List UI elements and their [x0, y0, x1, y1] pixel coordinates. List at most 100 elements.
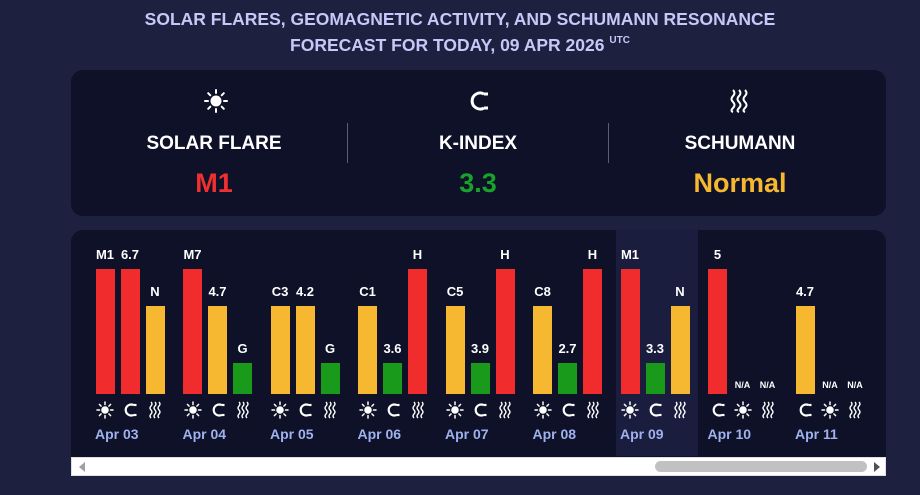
day-date-label: Apr 05 [270, 426, 314, 442]
scroll-left-icon[interactable] [76, 460, 90, 474]
schumann-bar[interactable] [233, 363, 252, 394]
kindex-bar[interactable] [470, 363, 490, 394]
waves-icon [236, 401, 249, 419]
title-line-1: SOLAR FLARES, GEOMAGNETIC ACTIVITY, AND … [144, 9, 776, 29]
magnet-icon [712, 403, 724, 417]
kindex-bar[interactable] [295, 306, 315, 394]
solar-flare-label: SOLAR FLARE [146, 133, 282, 154]
sun-icon [96, 401, 114, 419]
kindex-bar-label: 5 [713, 247, 722, 262]
solar-bar[interactable] [533, 306, 552, 394]
solar-bar[interactable] [445, 306, 465, 394]
solar-bar[interactable] [95, 269, 115, 394]
day-date-label: Apr 03 [95, 426, 139, 442]
sun-icon [733, 401, 752, 419]
sun-icon [204, 89, 228, 113]
solar-bar[interactable] [183, 269, 202, 394]
kindex-label: K-INDEX [438, 133, 518, 154]
schumann-value: Normal [693, 168, 787, 198]
magnet-icon [649, 403, 662, 417]
scroll-right-icon[interactable] [869, 460, 883, 474]
summary-schumann: SCHUMANN Normal [605, 70, 875, 216]
divider [608, 123, 609, 163]
kindex-bar-label: 4.7 [208, 284, 227, 299]
kindex-bar-label: 3.9 [470, 341, 490, 356]
schumann-bar-label: N [675, 284, 685, 299]
day-date-label: Apr 07 [445, 426, 489, 442]
schumann-bar[interactable] [320, 363, 340, 394]
solar-na-label: N/A [822, 380, 838, 390]
horizontal-scrollbar[interactable] [71, 457, 886, 476]
title-utc: UTC [609, 35, 630, 46]
magnet-icon [387, 403, 399, 417]
scroll-thumb[interactable] [655, 461, 867, 472]
solar-bar[interactable] [270, 306, 290, 394]
schumann-label: SCHUMANN [684, 133, 796, 154]
title-line-2-text: FORECAST FOR TODAY, 09 APR 2026 [290, 35, 605, 55]
schumann-na-label: N/A [759, 380, 776, 390]
day-date-label: Apr 09 [620, 426, 664, 442]
magnet-icon [474, 403, 487, 417]
schumann-bar[interactable] [145, 306, 165, 394]
schumann-bar-label: H [412, 247, 423, 262]
sun-icon [358, 401, 377, 419]
kindex-bar[interactable] [208, 306, 227, 394]
kindex-bar[interactable] [120, 269, 140, 394]
waves-icon [411, 401, 424, 419]
solar-bar-label: C1 [359, 284, 376, 299]
kindex-value: 3.3 [459, 168, 497, 198]
schumann-bar[interactable] [408, 269, 427, 394]
kindex-bar[interactable] [708, 269, 727, 394]
solar-bar[interactable] [358, 306, 377, 394]
kindex-bar[interactable] [383, 363, 402, 394]
day-date-label: Apr 08 [532, 426, 577, 442]
schumann-bar-label: H [500, 247, 510, 262]
kindex-bar-label: 4.2 [295, 284, 315, 299]
schumann-bar[interactable] [495, 269, 515, 394]
kindex-bar-label: 3.6 [383, 341, 402, 356]
title-line-2: FORECAST FOR TODAY, 09 APR 2026 UTC [0, 32, 920, 58]
waves-icon [324, 401, 336, 419]
magnet-icon [299, 403, 312, 417]
schumann-bar[interactable] [670, 306, 690, 394]
divider [347, 123, 348, 163]
page-title: SOLAR FLARES, GEOMAGNETIC ACTIVITY, AND … [0, 6, 920, 58]
day-date-label: Apr 06 [357, 426, 402, 442]
waves-icon [149, 401, 161, 419]
kindex-bar-label: 2.7 [558, 341, 577, 356]
sun-icon [821, 401, 839, 419]
kindex-bar-label: 3.3 [645, 341, 665, 356]
sun-icon [533, 401, 552, 419]
magnet-icon [562, 403, 574, 417]
waves-icon [730, 89, 748, 113]
solar-bar-label: M1 [620, 247, 640, 262]
solar-bar-label: C5 [446, 284, 464, 299]
sun-icon [446, 401, 464, 419]
day-date-label: Apr 10 [707, 426, 752, 442]
kindex-bar[interactable] [645, 363, 665, 394]
sun-icon [183, 401, 202, 419]
solar-bar-label: C8 [534, 284, 551, 299]
waves-icon [499, 401, 511, 419]
schumann-bar-label: N [150, 284, 160, 299]
solar-bar[interactable] [620, 269, 640, 394]
schumann-bar-label: H [587, 247, 598, 262]
solar-na-label: N/A [734, 380, 751, 390]
solar-bar-label: M7 [183, 247, 202, 262]
forecast-chart[interactable]: 5 M1 6.7 N Apr 03 M7 4.7 G Apr 04 C3 4.2 G Apr 05 C1 3… [71, 230, 886, 476]
solar-flare-value: M1 [195, 168, 233, 198]
magnet-icon [212, 403, 224, 417]
summary-panel: SOLAR FLARE M1 K-INDEX 3.3 SCHUMANN Norm… [71, 70, 886, 216]
schumann-na-label: N/A [847, 380, 863, 390]
sun-icon [621, 401, 639, 419]
schumann-bar-label: G [237, 341, 248, 356]
schumann-bar[interactable] [583, 269, 602, 394]
waves-icon [674, 401, 686, 419]
kindex-bar[interactable] [558, 363, 577, 394]
day-date-label: Apr 04 [182, 426, 227, 442]
day-date-label: Apr 11 [795, 426, 838, 442]
kindex-bar[interactable] [795, 306, 815, 394]
magnet-icon [124, 403, 137, 417]
kindex-bar-label: 6.7 [120, 247, 140, 262]
magnet-icon [799, 403, 812, 417]
